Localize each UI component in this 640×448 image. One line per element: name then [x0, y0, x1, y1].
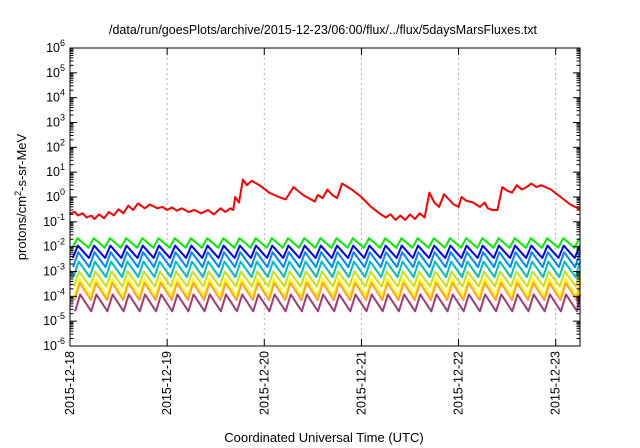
series-line-3 — [72, 251, 581, 269]
chart-title: /data/run/goesPlots/archive/2015-12-23/0… — [109, 23, 538, 37]
y-axis-label-base: protons/cm — [14, 196, 29, 260]
y-tick-label: 102 — [46, 137, 65, 154]
x-tick-label: 2015-12-22 — [452, 351, 466, 415]
y-tick-label: 105 — [46, 63, 65, 80]
x-tick-label: 2015-12-18 — [63, 351, 77, 415]
x-tick-label: 2015-12-19 — [160, 351, 174, 415]
y-axis-label-rest: -s-sr-MeV — [14, 133, 29, 190]
y-axis-label: protons/cm2-s-sr-MeV — [13, 133, 29, 260]
series-line-2 — [71, 244, 581, 259]
series-line-6 — [73, 278, 581, 298]
x-axis-label: Coordinated Universal Time (UTC) — [224, 430, 423, 445]
series-line-7 — [73, 281, 581, 302]
y-tick-label: 10-5 — [43, 311, 65, 328]
x-tick-label: 2015-12-21 — [354, 351, 368, 415]
y-tick-label: 10-6 — [43, 336, 65, 353]
plot-frame — [69, 47, 581, 347]
series-line-4 — [72, 260, 581, 278]
series-line-8 — [74, 293, 581, 313]
series-line-0 — [69, 178, 581, 221]
y-tick-label: 106 — [46, 38, 65, 55]
series-line-5 — [72, 270, 581, 288]
series-group — [69, 178, 581, 313]
x-axis: 2015-12-18 2015-12-19 2015-12-20 2015-12-21… — [63, 48, 563, 415]
x-tick-label: 2015-12-20 — [257, 351, 271, 415]
y-tick-label: 10-1 — [43, 212, 65, 229]
y-tick-label: 104 — [46, 88, 65, 105]
y-tick-label: 10-2 — [43, 237, 65, 254]
y-tick-label: 103 — [46, 113, 65, 130]
series-line-1 — [71, 237, 581, 249]
y-tick-label: 100 — [46, 187, 65, 204]
x-tick-label: 2015-12-23 — [549, 351, 563, 415]
y-tick-label: 101 — [46, 162, 65, 179]
y-axis-label-sup: 2 — [13, 191, 23, 196]
y-tick-label: 10-3 — [43, 262, 65, 279]
y-axis: 10-6 10-5 10-4 10-3 10-2 10-1 100 101 102 103 104 1… — [43, 38, 580, 353]
y-tick-label: 10-4 — [43, 286, 65, 303]
